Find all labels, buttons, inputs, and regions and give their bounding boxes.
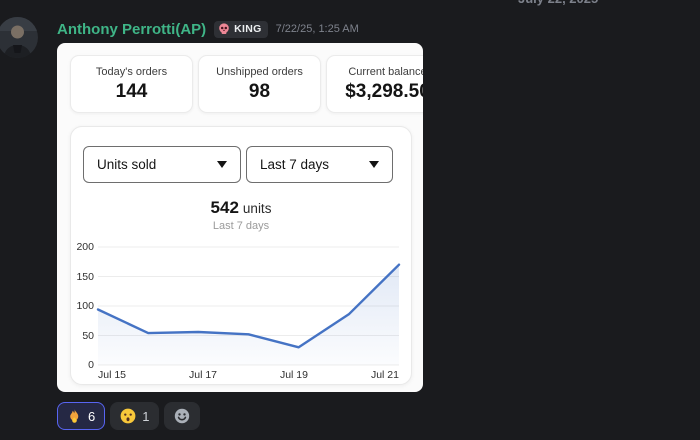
x-axis: Jul 15 Jul 17 Jul 19 Jul 21 xyxy=(98,369,399,381)
pink-skull-icon xyxy=(219,23,229,34)
role-badge-label: KING xyxy=(234,23,262,35)
username[interactable]: Anthony Perrotti(AP) xyxy=(57,20,207,38)
stat-label: Current balance xyxy=(348,65,423,78)
stat-card-current-balance: Current balance $3,298.50 xyxy=(326,55,423,113)
metric-dropdown-value: Units sold xyxy=(97,157,157,172)
reaction-fire[interactable]: 6 xyxy=(57,402,106,430)
units-label: units xyxy=(242,201,272,216)
stat-card-todays-orders: Today's orders 144 xyxy=(70,55,193,113)
stat-value: 144 xyxy=(115,80,148,102)
y-axis-tick-label: 50 xyxy=(82,329,94,342)
message-timestamp: 7/22/25, 1:25 AM xyxy=(275,23,359,35)
stat-label: Unshipped orders xyxy=(216,65,303,78)
units-total: 542 xyxy=(210,198,239,217)
date-range-dropdown-value: Last 7 days xyxy=(260,157,330,172)
avatar[interactable] xyxy=(0,17,38,58)
y-axis-tick-label: 200 xyxy=(76,241,94,253)
units-caption: Last 7 days xyxy=(212,220,270,232)
x-axis-tick-label: Jul 21 xyxy=(370,369,399,381)
stat-card-unshipped-orders: Unshipped orders 98 xyxy=(198,55,321,113)
add-reaction-button[interactable] xyxy=(164,402,201,430)
chevron-down-icon xyxy=(369,161,379,168)
role-badge: KING xyxy=(214,20,268,38)
x-axis-tick-label: Jul 15 xyxy=(98,369,127,381)
sales-chart-card: Units sold Last 7 days 542 units Last 7 d… xyxy=(70,126,412,385)
metric-dropdown[interactable]: Units sold xyxy=(83,146,241,183)
chart-area-fill xyxy=(98,264,399,365)
line-chart-plot xyxy=(96,246,401,366)
dashboard-image-attachment[interactable]: Today's orders 144 Unshipped orders 98 C… xyxy=(57,43,423,392)
x-axis-tick-label: Jul 19 xyxy=(279,369,308,381)
stats-row: Today's orders 144 Unshipped orders 98 C… xyxy=(70,55,423,113)
stat-label: Today's orders xyxy=(95,65,168,78)
frowning-face-emoji-icon xyxy=(120,408,136,424)
date-range-dropdown[interactable]: Last 7 days xyxy=(246,146,393,183)
stat-value: 98 xyxy=(248,80,271,102)
chevron-down-icon xyxy=(217,161,227,168)
filter-row: Units sold Last 7 days xyxy=(83,146,393,183)
y-axis-tick-label: 100 xyxy=(76,300,94,312)
units-summary: 542 units xyxy=(71,198,411,218)
reaction-frowning-face[interactable]: 1 xyxy=(110,402,160,430)
fire-emoji-icon xyxy=(70,409,79,423)
message-header: Anthony Perrotti(AP) KING 7/22/25, 1:25 … xyxy=(57,20,359,38)
date-divider: July 22, 2025 xyxy=(518,0,598,6)
reactions-row: 6 1 xyxy=(57,402,201,430)
avatar-person-photo xyxy=(0,17,38,58)
x-axis-tick-label: Jul 17 xyxy=(188,369,218,381)
reaction-count: 1 xyxy=(142,408,150,424)
units-sold-line-chart: 0 50 100 150 200 Jul 15 Jul 17 Jul 19 Jul 21 xyxy=(71,241,413,384)
y-axis-tick-label: 0 xyxy=(88,359,94,371)
stat-value: $3,298.50 xyxy=(345,80,423,102)
chart-line xyxy=(96,263,401,349)
add-reaction-smiley-icon xyxy=(175,408,190,424)
y-axis-tick-label: 150 xyxy=(76,270,94,283)
reaction-count: 6 xyxy=(88,408,96,424)
